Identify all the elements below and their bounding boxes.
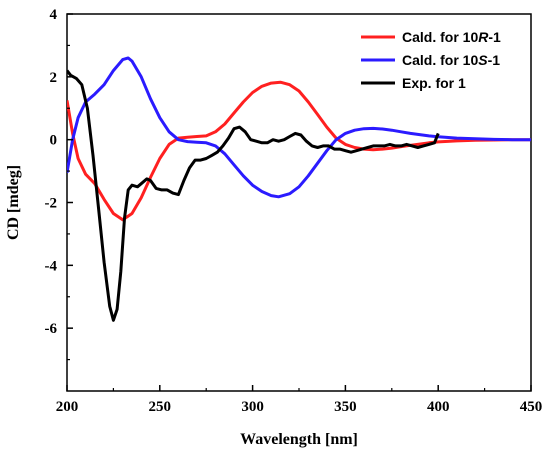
x-tick-label: 200 <box>56 399 79 415</box>
y-tick-label: 0 <box>50 133 58 149</box>
y-tick-label: -2 <box>45 196 58 212</box>
legend: Cald. for 10R-1 Cald. for 10S-1 Exp. for 1 <box>361 29 501 91</box>
x-tick-label: 450 <box>520 399 543 415</box>
series-layer <box>67 56 531 322</box>
x-tick-label: 350 <box>334 399 357 415</box>
y-axis-title: CD [mdeg] <box>5 165 22 240</box>
x-tick-label: 400 <box>427 399 450 415</box>
y-tick-label: -6 <box>45 321 58 337</box>
legend-label: Cald. for 10S-1 <box>402 52 500 68</box>
y-tick-label: -4 <box>45 258 58 274</box>
series-line-2 <box>67 56 531 199</box>
x-tick-label: 250 <box>149 399 172 415</box>
y-tick-label: 4 <box>50 7 58 23</box>
series-line-1 <box>67 80 531 222</box>
y-tick-label: 2 <box>50 70 58 86</box>
legend-label: Cald. for 10R-1 <box>402 29 501 45</box>
legend-label: Exp. for 1 <box>402 75 466 91</box>
x-tick-label: 300 <box>241 399 264 415</box>
axes-layer: 200 250 300 350 400 450 4 2 0 -2 -4 -6 <box>45 7 543 415</box>
x-axis-title: Wavelength [nm] <box>240 431 358 448</box>
series-line-3 <box>67 69 440 322</box>
